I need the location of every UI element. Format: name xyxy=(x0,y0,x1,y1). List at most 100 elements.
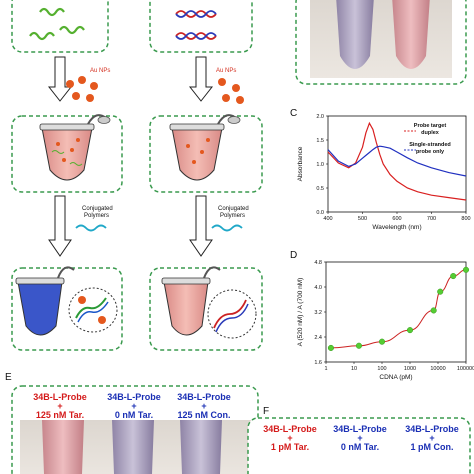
x-tick-label: 100000 xyxy=(457,366,474,372)
y-axis-label: A (520 nM) / A (700 nM) xyxy=(297,278,304,347)
probe-condition-label: 34B-L-Probe xyxy=(177,392,231,402)
panel-label-f: F xyxy=(263,406,269,417)
y-tick-label: 2.0 xyxy=(316,114,324,120)
probe-condition-label: 34B-L-Probe xyxy=(107,392,161,402)
x-tick-label: 1000 xyxy=(404,366,416,372)
series-line-2 xyxy=(327,145,467,177)
legend-label: Single-stranded xyxy=(409,142,451,148)
au-nps-label-left: Au NPs xyxy=(90,68,110,74)
probe-condition-label: + xyxy=(201,401,206,411)
data-point xyxy=(462,266,470,273)
x-tick-label: 100 xyxy=(377,366,386,372)
conjugated-polymers-label-right: Conjugated Polymers xyxy=(218,206,250,219)
panel-label-d: D xyxy=(290,250,297,261)
tube-icon xyxy=(39,114,111,181)
chart-d: 1 10 100 1000 10000 100000 1.6 2.4 3.2 4.0 4.8 CDNA… xyxy=(297,260,474,381)
data-point xyxy=(450,273,457,280)
tube-icon xyxy=(161,266,221,336)
data-point xyxy=(430,307,437,314)
legend-label: probe only xyxy=(416,149,445,155)
probe-condition-label: + xyxy=(287,433,292,443)
data-point xyxy=(355,342,362,349)
fit-curve xyxy=(330,269,467,349)
y-tick-label: 1.6 xyxy=(314,360,322,366)
probe-condition-label: + xyxy=(57,401,62,411)
step-box-result-right xyxy=(149,267,263,351)
schematic-left: Au NPs Conjugated Polymers xyxy=(11,0,123,351)
probe-condition-label: 125 nM Con. xyxy=(177,410,230,420)
panel-label-c: C xyxy=(290,108,297,119)
ssdna-strand-icon xyxy=(29,31,55,41)
arrow-down-icon xyxy=(47,56,73,102)
arrow-down-icon xyxy=(188,56,214,102)
x-tick-label: 700 xyxy=(427,216,436,222)
step-box-probe-left xyxy=(11,0,109,53)
step-box-mix-right xyxy=(149,115,263,193)
vial-purple xyxy=(112,420,154,474)
duplex-zoom-icon xyxy=(75,296,109,324)
x-tick-label: 500 xyxy=(358,216,367,222)
vial-red xyxy=(392,0,430,69)
y-tick-label: 4.8 xyxy=(314,260,322,266)
au-nps-cluster-icon xyxy=(218,78,244,104)
chart-c: 400 500 600 700 800 0.0 0.5 1.0 1.5 2.0 Wavelength… xyxy=(297,114,471,231)
au-nps-label-right: Au NPs xyxy=(216,68,236,74)
probe-condition-label: 34B-L-Probe xyxy=(333,424,387,434)
data-point xyxy=(406,327,414,334)
panel-f-frame xyxy=(247,417,471,474)
y-tick-label: 0.5 xyxy=(316,186,324,192)
panel-label-e: E xyxy=(5,372,12,383)
step-box-probe-right xyxy=(149,0,253,53)
zoom-bubble xyxy=(68,287,118,333)
x-tick-label: 600 xyxy=(392,216,401,222)
photo-background xyxy=(310,0,452,78)
y-axis-label: Absorbance xyxy=(297,146,304,181)
panel-b-photo xyxy=(295,0,467,85)
polymer-strand-icon xyxy=(75,224,107,232)
probe-condition-label: 34B-L-Probe xyxy=(405,424,459,434)
ssdna-strand-icon xyxy=(59,25,85,35)
probe-condition-label: 0 nM Tar. xyxy=(341,442,379,452)
x-axis-label: CDNA (pM) xyxy=(379,374,412,381)
series-line-1 xyxy=(327,121,467,201)
ssdna-strand-icon xyxy=(39,7,65,17)
x-tick-label: 400 xyxy=(323,216,332,222)
x-tick-label: 800 xyxy=(461,216,470,222)
step-box-mix-left xyxy=(11,115,123,193)
panel-f-labels: 34B-L-Probe+1 pM Tar.34B-L-Probe+0 nM Ta… xyxy=(263,424,459,452)
x-tick-label: 10 xyxy=(351,366,357,372)
conjugated-polymers-label-left: Conjugated Polymers xyxy=(82,206,114,219)
x-tick-label: 1 xyxy=(324,366,327,372)
probe-condition-label: 1 pM Tar. xyxy=(271,442,309,452)
data-point xyxy=(327,344,334,351)
vial-purple xyxy=(180,420,222,474)
legend-label: Probe target xyxy=(414,123,447,129)
legend-label: duplex xyxy=(421,130,440,136)
polymer-strand-icon xyxy=(211,224,243,232)
arrow-down-icon xyxy=(189,195,213,257)
y-tick-label: 3.2 xyxy=(314,310,322,316)
y-tick-label: 1.5 xyxy=(316,138,324,144)
panel-e-labels: 34B-L-Probe+125 nM Tar.34B-L-Probe+0 nM … xyxy=(33,392,231,420)
probe-condition-label: 34B-L-Probe xyxy=(33,392,87,402)
au-nps-cluster-icon xyxy=(66,76,98,102)
y-tick-label: 0.0 xyxy=(316,210,324,216)
probe-condition-label: + xyxy=(429,433,434,443)
tube-blue-icon xyxy=(15,266,75,336)
data-point xyxy=(437,288,444,295)
probe-condition-label: 0 nM Tar. xyxy=(115,410,153,420)
y-tick-label: 4.0 xyxy=(314,285,322,291)
y-tick-label: 1.0 xyxy=(316,162,324,168)
schematic-right: Au NPs Conjugated Polymers xyxy=(149,0,263,351)
probe-condition-label: + xyxy=(357,433,362,443)
probe-condition-label: + xyxy=(131,401,136,411)
x-axis-label: Wavelength (nm) xyxy=(372,224,421,231)
tube-icon xyxy=(169,114,241,181)
probe-condition-label: 125 nM Tar. xyxy=(36,410,84,420)
data-point xyxy=(378,338,386,345)
duplex-zoom-icon xyxy=(213,299,249,333)
dsdna-strand-icon xyxy=(175,10,217,40)
vial-red xyxy=(42,420,84,474)
y-tick-label: 2.4 xyxy=(314,335,322,341)
